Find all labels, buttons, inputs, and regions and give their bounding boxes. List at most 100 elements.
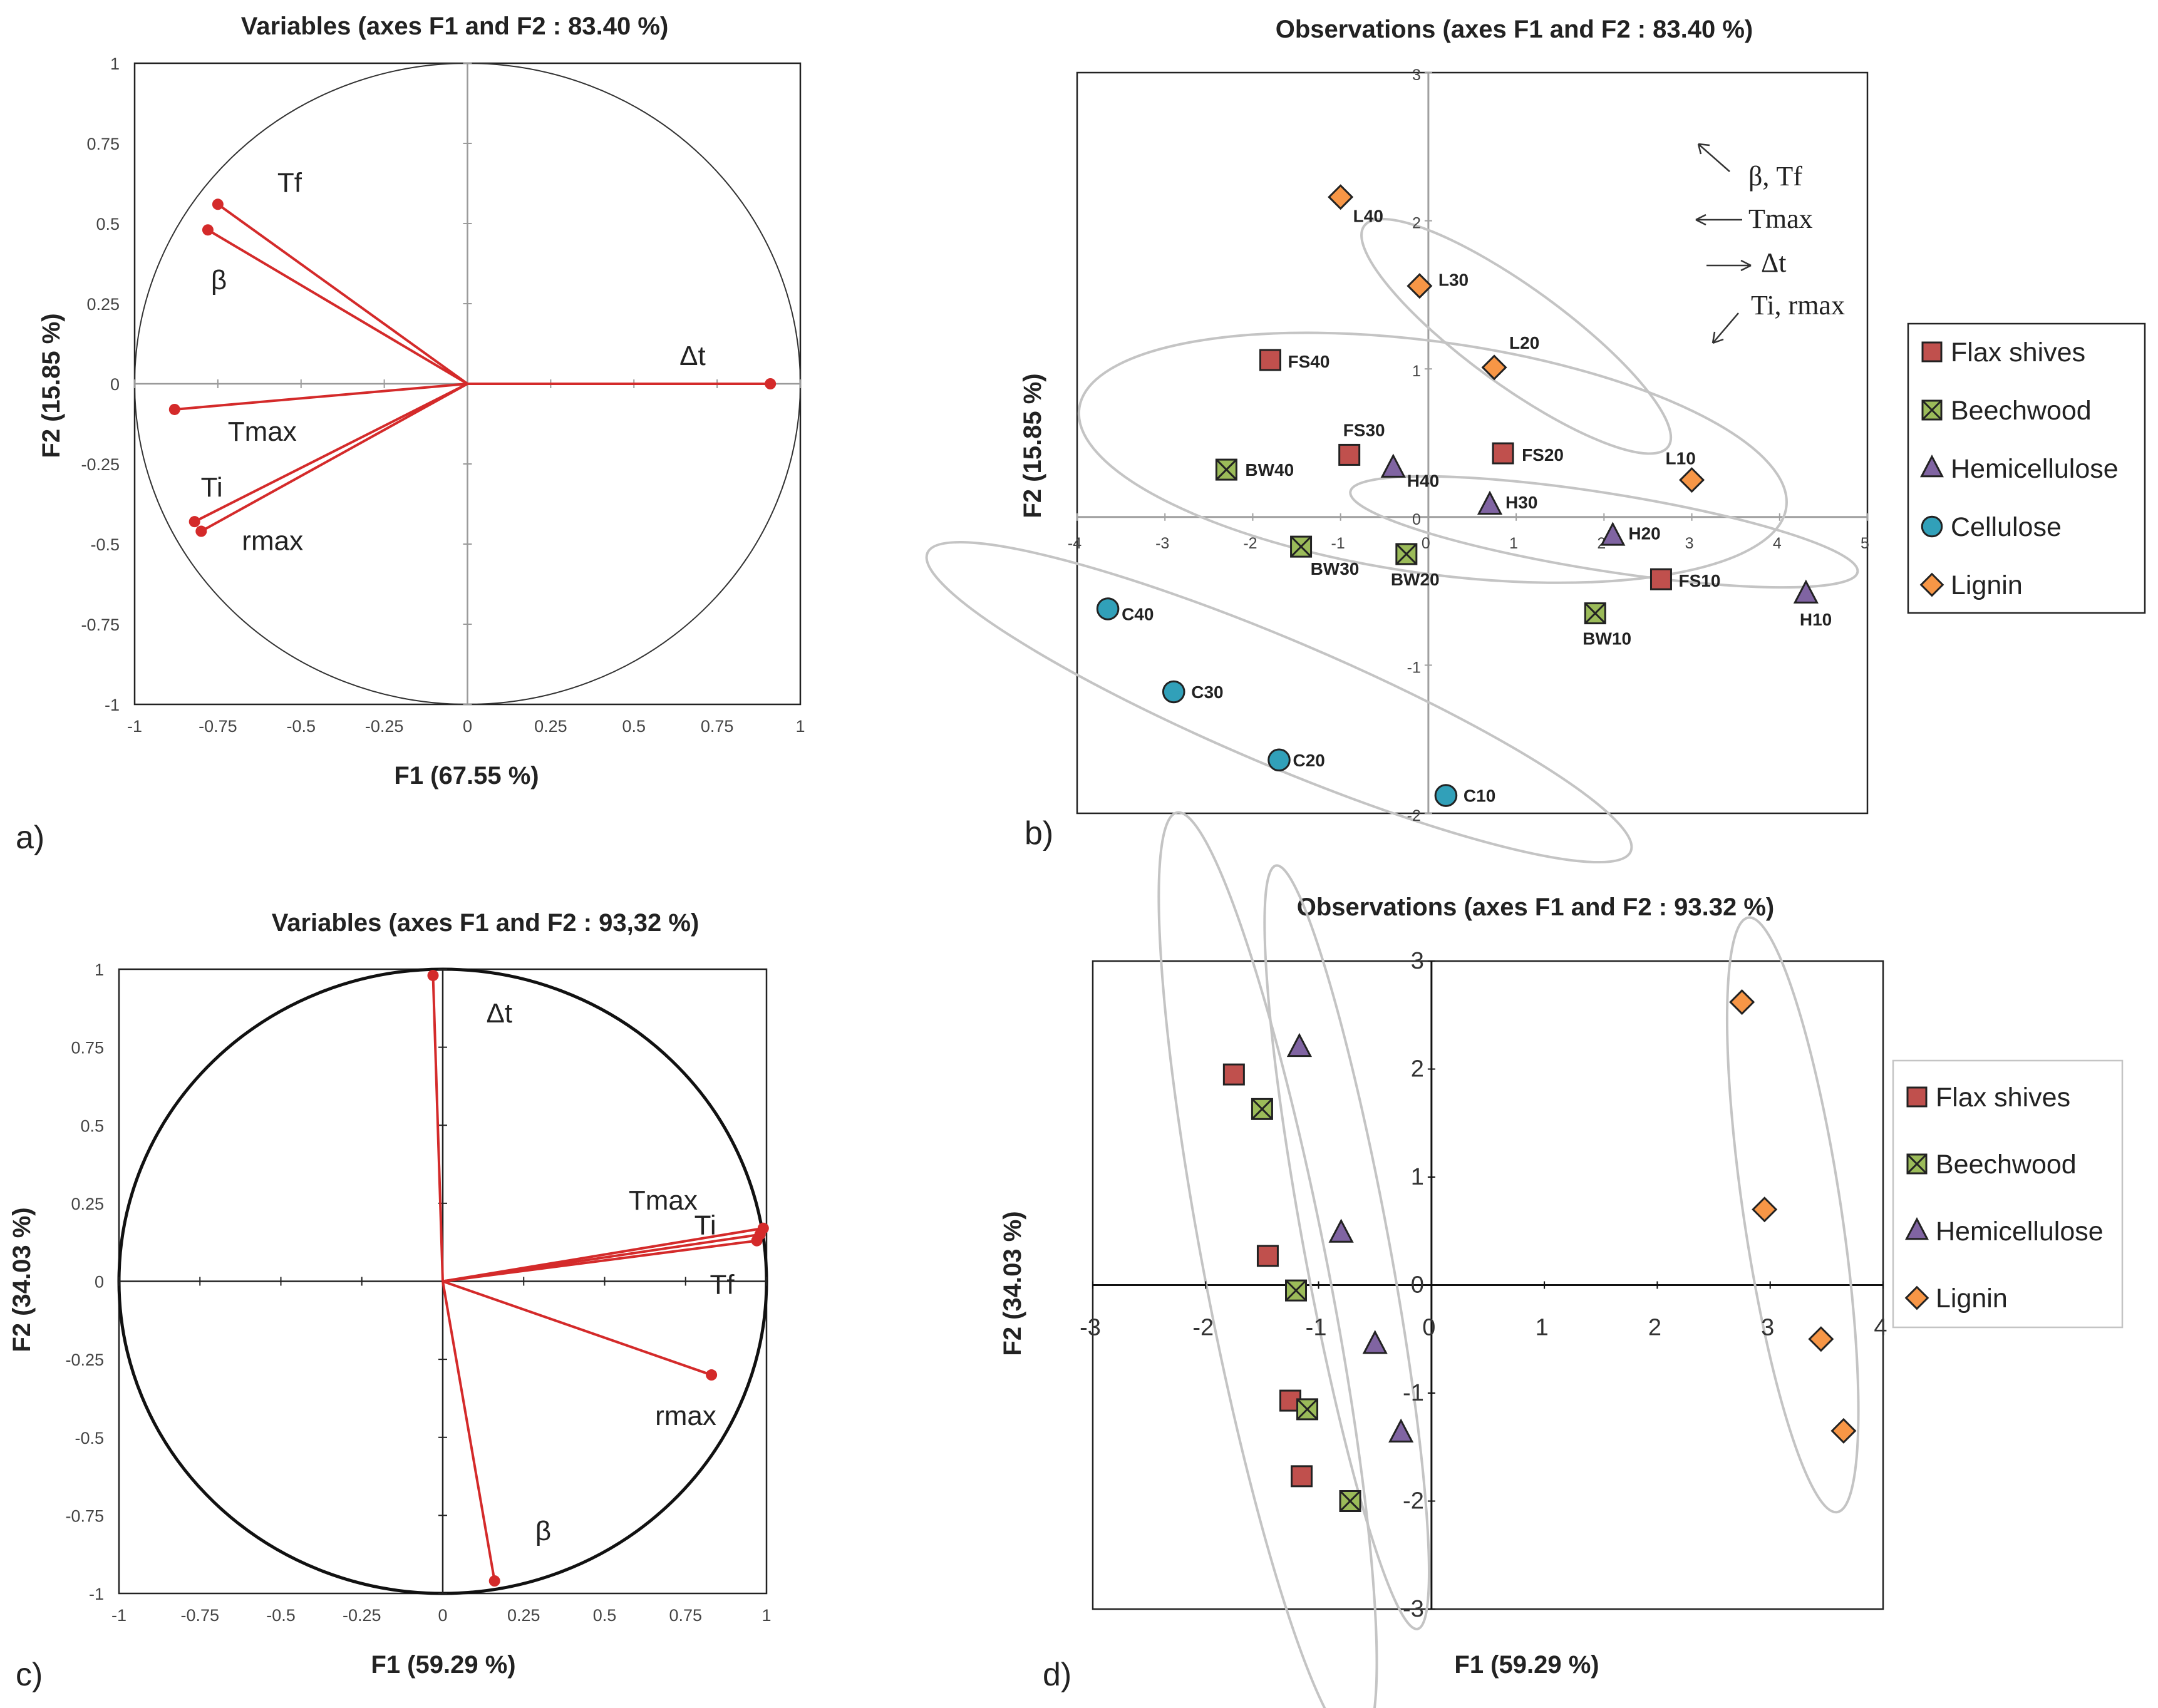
y-tick-label: 3 (1412, 66, 1421, 84)
point-label-l20: L20 (1509, 333, 1539, 352)
panel-d-xlabel: F1 (59.29 %) (1454, 1651, 1599, 1679)
point-beechwood-1 (1290, 535, 1313, 558)
legend-box (1907, 322, 2146, 614)
panel-a: Variables (axes F1 and F2 : 83.40 %) F1 … (16, 13, 805, 856)
x-tick-label: 0 (1422, 535, 1430, 552)
y-tick-label: 1 (110, 54, 120, 73)
legend-box (1892, 1059, 2124, 1329)
y-tick-label: -0.5 (90, 535, 120, 554)
legend-label-4: Lignin (1951, 570, 2023, 600)
x-tick-label: 3 (1761, 1315, 1774, 1341)
vector-0 (431, 975, 444, 1282)
point-cellulose-2 (1267, 748, 1291, 772)
legend-marker-0 (1906, 1086, 1928, 1108)
point-hemicellulose-0 (1380, 453, 1406, 478)
legend-label-3: Cellulose (1951, 512, 2062, 542)
point-label-fs20: FS20 (1522, 445, 1564, 465)
vector-3 (442, 1239, 757, 1283)
panel-b: Observations (axes F1 and F2 : 83.40 %) … (925, 16, 2146, 864)
panel-b-title: Observations (axes F1 and F2 : 83.40 %) (1276, 16, 1753, 43)
x-tick-label: -4 (1068, 535, 1082, 552)
legend-marker-2 (1920, 455, 1944, 478)
y-tick-label: 0 (1412, 511, 1421, 528)
y-tick-label: 3 (1411, 948, 1424, 974)
panel-a-ylabel: F2 (15.85 %) (38, 313, 65, 458)
annotation-ti-rmax: Ti, rmax (1751, 290, 1845, 321)
vector-point-5 (195, 525, 207, 537)
point-label-bw20: BW20 (1391, 570, 1440, 589)
point-label-l40: L40 (1353, 207, 1383, 226)
vector-point-0 (212, 198, 224, 210)
x-tick-label: 0.75 (701, 717, 734, 736)
y-tick-label: -2 (1407, 807, 1421, 825)
legend-marker-1-cross (1906, 1153, 1928, 1175)
arrow-beta-tf (1697, 143, 1730, 172)
point-beechwood-2 (1395, 543, 1418, 565)
point-beechwood-3 (1584, 602, 1606, 625)
y-tick-label: -0.5 (75, 1429, 104, 1448)
point-cellulose-0 (1096, 597, 1120, 620)
point-flax-shives-0 (1259, 349, 1281, 371)
group-ellipse-2 (1349, 475, 1859, 589)
vector-label-0: Tf (277, 167, 302, 198)
point-beechwood-0 (1215, 458, 1237, 481)
y-tick-label: -3 (1403, 1596, 1424, 1622)
y-tick-label: 1 (1412, 363, 1421, 380)
x-tick-label: 1 (1509, 535, 1518, 552)
plot-frame (1076, 71, 1869, 815)
vector-label-5: β (535, 1516, 551, 1546)
legend-label-2: Hemicellulose (1951, 454, 2119, 484)
vector-point-2 (765, 378, 777, 389)
y-tick-label: 2 (1412, 215, 1421, 232)
annotation-tmax: Tmax (1748, 203, 1813, 234)
point-beechwood-1-cross (1285, 1280, 1307, 1302)
point-beechwood-1-cross (1290, 536, 1312, 558)
point-flax-shives-1 (1256, 1245, 1279, 1267)
vector-5 (441, 1281, 496, 1582)
point-flax-shives-3 (1649, 568, 1672, 590)
legend-marker-0 (1921, 341, 1943, 363)
point-cellulose-1 (1162, 680, 1185, 704)
x-tick-label: 1 (795, 717, 805, 736)
point-beechwood-0-cross (1216, 459, 1237, 481)
point-hemicellulose-3 (1793, 579, 1819, 604)
legend-label-0: Flax shives (1951, 337, 2085, 368)
point-beechwood-0-cross (1251, 1098, 1273, 1120)
point-lignin-3 (1679, 467, 1705, 493)
vector-point-3 (168, 403, 180, 415)
legend-label-2: Hemicellulose (1936, 1217, 2104, 1247)
x-tick-label: -0.25 (365, 717, 404, 736)
point-label-bw10: BW10 (1582, 629, 1631, 649)
point-flax-shives-0 (1222, 1063, 1245, 1086)
x-tick-label: -0.25 (343, 1606, 381, 1625)
y-tick-label: -2 (1403, 1488, 1424, 1515)
point-label-fs40: FS40 (1288, 352, 1329, 371)
panel-c-ylabel: F2 (34.03 %) (8, 1207, 36, 1352)
y-tick-label: 0 (110, 375, 120, 394)
point-label-c30: C30 (1191, 682, 1223, 702)
vector-label-1: β (211, 265, 227, 296)
point-lignin-2 (1481, 354, 1507, 381)
panel-c-letter: c) (16, 1657, 43, 1693)
y-tick-label: 0.5 (96, 215, 120, 234)
point-hemicellulose-2 (1600, 522, 1626, 546)
group-ellipse-2 (1725, 916, 1860, 1514)
x-tick-label: -1 (1331, 535, 1345, 552)
point-beechwood-2 (1296, 1398, 1319, 1421)
point-hemicellulose-3 (1388, 1418, 1414, 1443)
x-tick-label: 0.25 (507, 1606, 540, 1625)
vector-point-0 (427, 969, 439, 981)
group-ellipse-3 (925, 541, 1633, 864)
vector-4 (442, 1280, 712, 1376)
arrow-tmax (1695, 214, 1742, 226)
point-label-c40: C40 (1122, 604, 1154, 624)
x-tick-label: 1 (761, 1606, 771, 1625)
x-tick-label: 3 (1685, 535, 1694, 552)
point-hemicellulose-2 (1362, 1330, 1388, 1354)
y-tick-label: 0.75 (71, 1039, 104, 1057)
point-beechwood-2-cross (1296, 1398, 1318, 1420)
x-tick-label: -0.75 (180, 1606, 219, 1625)
legend-label-1: Beechwood (1951, 396, 2092, 426)
vector-5 (200, 383, 468, 533)
